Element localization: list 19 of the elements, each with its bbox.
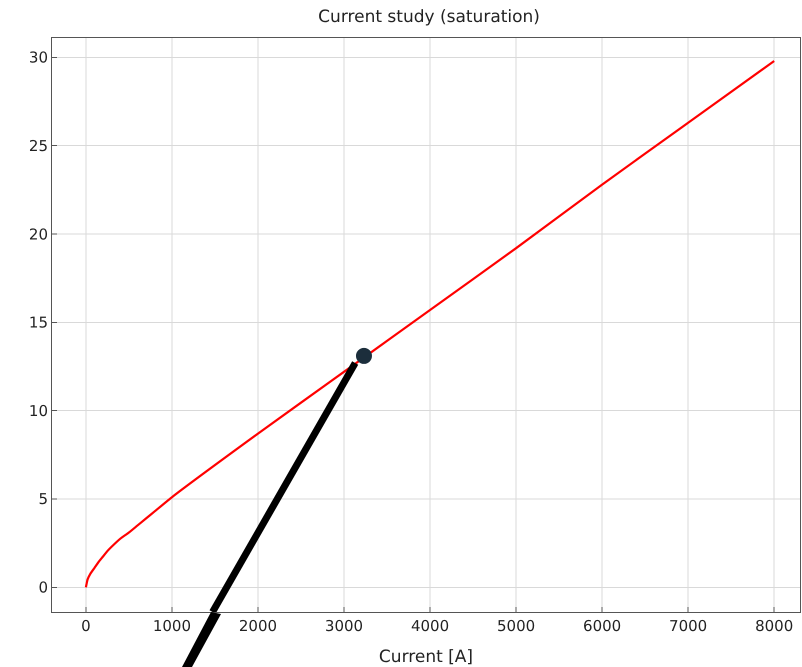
x-tick-label: 7000 (669, 617, 708, 635)
y-tick-label: 20 (28, 225, 48, 244)
line-series (84, 60, 776, 588)
x-tick-label: 1000 (152, 617, 192, 635)
x-tick-label: 3000 (324, 617, 364, 635)
y-tick-label: 10 (28, 402, 48, 420)
chart-title: Current study (saturation) (318, 6, 540, 27)
x-axis-title: Current [A] (378, 647, 474, 667)
x-tick-label: 4000 (410, 617, 450, 635)
x-tick-label: 6000 (583, 617, 622, 635)
y-tick-label: 5 (38, 490, 48, 508)
y-tick-label: 30 (28, 48, 48, 67)
y-tick-label: 25 (28, 136, 48, 155)
x-tick-label: 0 (81, 617, 91, 635)
y-tick-label: 15 (28, 314, 48, 332)
x-tick-label: 8000 (755, 617, 794, 635)
y-tick-label: 0 (38, 578, 48, 597)
x-tick-label: 2000 (238, 617, 278, 635)
x-tick-label: 5000 (496, 617, 536, 635)
